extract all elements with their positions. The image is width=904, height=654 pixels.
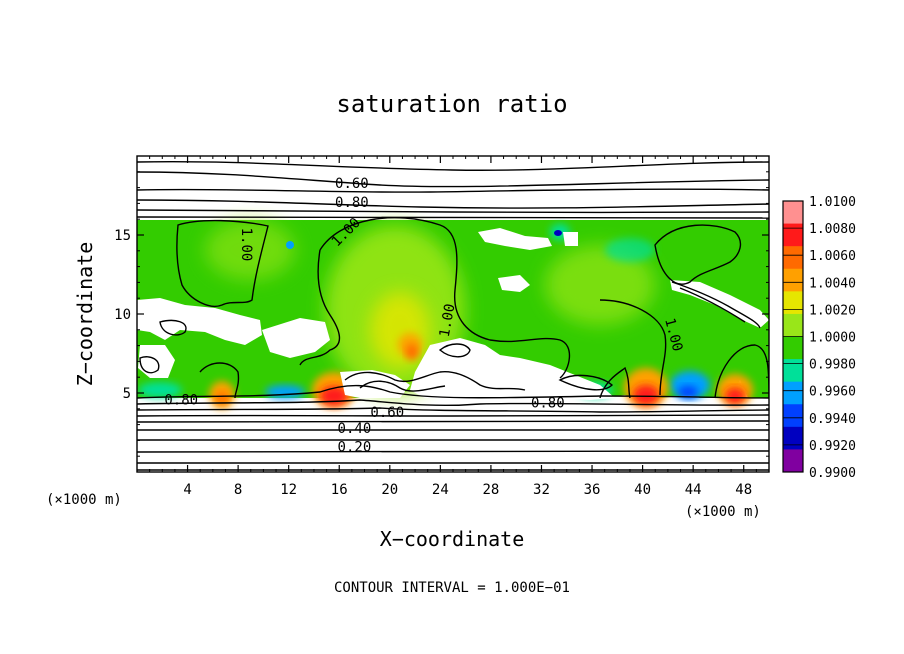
contour-line	[137, 160, 769, 171]
contour-label-text: 0.60	[370, 405, 404, 421]
x-tick-label: 48	[735, 482, 752, 498]
colorbar-label: 0.9940	[809, 412, 856, 427]
y-axis: 5 10 15	[114, 171, 769, 457]
colorbar-swatch	[783, 246, 803, 270]
colorbar-label: 0.9920	[809, 439, 856, 454]
y-unit-label: (×1000 m)	[46, 492, 122, 508]
contour-line	[137, 188, 769, 193]
contour-label: 0.80	[164, 392, 198, 408]
contour-line	[599, 366, 631, 399]
contour-line	[159, 319, 187, 336]
contour-label-text: 0.80	[164, 392, 198, 408]
contour-line	[558, 374, 614, 391]
colorbar-swatch	[783, 313, 803, 337]
contour-label: 0.20	[338, 440, 372, 456]
x-axis-title: X−coordinate	[380, 527, 525, 551]
contour-label-text: 0.80	[531, 395, 565, 411]
colorbar-swatch	[783, 404, 803, 428]
contour-line	[299, 249, 341, 366]
contour-lines	[137, 160, 769, 471]
colorbar-swatch	[783, 359, 803, 383]
contour-line	[137, 420, 769, 423]
colorbar-swatch	[783, 381, 803, 405]
clear-air-gaps	[137, 228, 769, 400]
contour-label: 0.60	[370, 405, 404, 421]
contour-line	[438, 343, 471, 358]
contour-label: 1.00	[238, 228, 254, 262]
contour-label-text: 0.80	[335, 195, 369, 211]
x-tick-label: 16	[331, 482, 348, 498]
contour-line	[137, 450, 769, 453]
contour-label-text: 1.00	[437, 303, 459, 339]
contour-label-text: 0.60	[335, 176, 369, 192]
colorbar-label: 1.0020	[809, 303, 856, 318]
x-tick-label: 12	[280, 482, 297, 498]
x-tick-label: 44	[685, 482, 702, 498]
contour-label: 1.00	[437, 303, 459, 339]
colorbar-label: 1.0060	[809, 249, 856, 264]
colorbar-label: 1.0100	[809, 195, 856, 210]
contour-line	[344, 370, 526, 391]
chart-title: saturation ratio	[336, 90, 567, 118]
colorbar: 1.0100 1.0080 1.0060 1.0040 1.0020 1.0000 0.99…	[782, 195, 856, 481]
y-axis-title: Z−coordinate	[73, 242, 97, 387]
colorbar-swatch	[783, 201, 803, 225]
contour-interval-note: CONTOUR INTERVAL = 1.000E−01	[334, 580, 570, 596]
x-tick-label: 28	[482, 482, 499, 498]
colorbar-label: 1.0080	[809, 222, 856, 237]
contour-line	[359, 380, 446, 392]
contour-line	[137, 209, 769, 214]
colorbar-swatch	[783, 291, 803, 315]
contour-line	[137, 384, 769, 399]
contour-line	[671, 281, 761, 329]
contour-label: 0.60	[335, 176, 369, 192]
contour-label-text: 0.40	[338, 421, 372, 437]
y-tick-label: 15	[114, 228, 131, 244]
x-tick-label: 4	[183, 482, 191, 498]
colorbar-swatch	[783, 268, 803, 292]
contour-line	[137, 199, 769, 209]
contour-line	[319, 217, 571, 379]
contour-line	[176, 219, 269, 307]
colorbar-swatch	[783, 426, 803, 450]
colorbar-label: 1.0000	[809, 331, 856, 346]
contour-line	[137, 171, 769, 188]
contour-label-text: 0.20	[338, 440, 372, 456]
plot-area	[137, 156, 769, 472]
colorbar-label: 0.9960	[809, 385, 856, 400]
x-tick-label: 32	[533, 482, 550, 498]
contour-line	[599, 299, 667, 396]
contour-label: 0.80	[531, 395, 565, 411]
contour-line	[199, 362, 240, 399]
contour-line	[137, 399, 769, 407]
colorbar-swatch	[783, 449, 803, 473]
x-tick-label: 8	[234, 482, 242, 498]
x-axis: 4 8 12 16 20 24 28 32 36 40 44 48	[149, 156, 757, 498]
x-unit-label: (×1000 m)	[685, 504, 761, 520]
contour-line	[137, 414, 769, 417]
x-tick-label: 36	[584, 482, 601, 498]
x-tick-label: 40	[634, 482, 651, 498]
contour-line	[137, 215, 769, 219]
contour-label: 0.80	[335, 195, 369, 211]
colorbar-label: 0.9980	[809, 358, 856, 373]
y-tick-label: 5	[123, 386, 131, 402]
contour-label: 0.40	[338, 421, 372, 437]
contour-line	[679, 287, 746, 323]
x-tick-label: 20	[381, 482, 398, 498]
colorbar-label: 1.0040	[809, 276, 856, 291]
contour-line	[137, 407, 769, 413]
colorbar-label: 0.9900	[809, 466, 856, 481]
x-tick-label: 24	[432, 482, 449, 498]
contour-label-text: 1.00	[238, 228, 254, 262]
colorbar-swatch	[783, 223, 803, 247]
contour-line	[139, 356, 160, 374]
y-tick-label: 10	[114, 307, 131, 323]
colorbar-swatch	[783, 336, 803, 360]
